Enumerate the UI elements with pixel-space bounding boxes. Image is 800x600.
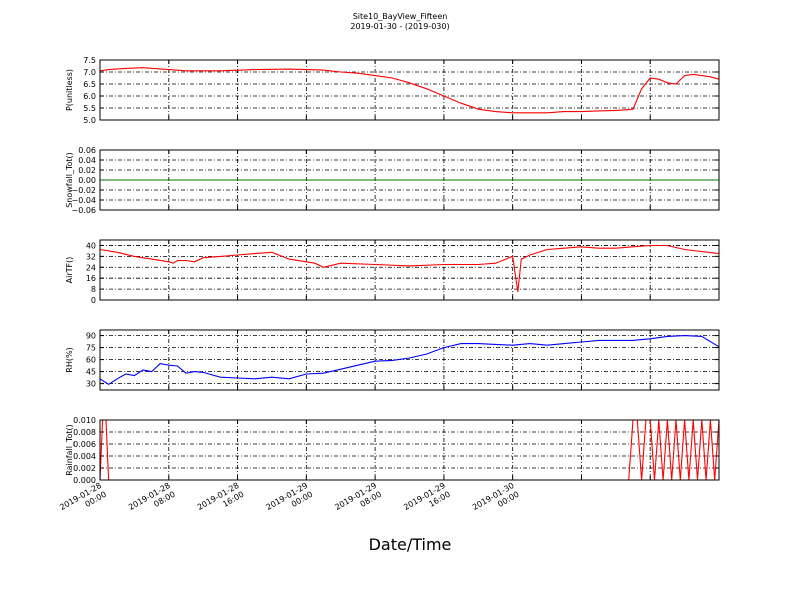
y-tick-label: 90 bbox=[86, 332, 96, 341]
y-tick-label: 7.0 bbox=[83, 68, 96, 77]
y-tick-label: 0.002 bbox=[73, 464, 96, 473]
panel-5: 0.000 0.002 0.004 0.006 0.008 0.010Rainfall_T… bbox=[65, 416, 720, 485]
chart-title: Site10_BayView_Fifteen bbox=[353, 12, 448, 21]
x-axis-title: Date/Time bbox=[369, 535, 452, 554]
y-tick-label: 6.0 bbox=[83, 92, 96, 101]
panel-frame bbox=[99, 329, 720, 391]
panel-frame bbox=[99, 419, 720, 481]
y-tick-label: 60 bbox=[86, 356, 96, 365]
panel-1: 5.0 5.5 6.0 6.5 7.0 7.5 P(unitless) bbox=[65, 56, 720, 125]
y-tick-label: 6.5 bbox=[83, 80, 96, 89]
y-axis-label: AirTF() bbox=[65, 257, 74, 284]
chart-subtitle: 2019-01-30 - (2019-030) bbox=[350, 22, 449, 31]
panels: 5.0 5.5 6.0 6.5 7.0 7.5 P(unitless) −0.06−0.04−… bbox=[65, 56, 720, 485]
series-line-4 bbox=[99, 335, 720, 386]
y-axis-label: Rainfall_Tot() bbox=[65, 424, 74, 476]
y-tick-label: 0.004 bbox=[73, 452, 96, 461]
y-axis-label: RH(%) bbox=[65, 347, 74, 372]
y-tick-label: 0.00 bbox=[78, 176, 96, 185]
x-tick-label: 2019-01-2908:00 bbox=[333, 481, 383, 521]
series-line-3 bbox=[99, 244, 720, 292]
y-tick-label: 5.0 bbox=[83, 116, 96, 125]
y-tick-label: 24 bbox=[86, 263, 96, 272]
y-tick-label: 32 bbox=[86, 252, 96, 261]
x-tick-label: 2019-01-2900:00 bbox=[265, 481, 315, 521]
panel-frame bbox=[99, 59, 720, 121]
y-tick-label: 8 bbox=[91, 285, 96, 294]
y-tick-label: 7.5 bbox=[83, 56, 96, 65]
y-tick-label: −0.02 bbox=[71, 186, 96, 195]
x-tick-label: 2019-01-2816:00 bbox=[196, 481, 246, 521]
y-axis-label: P(unitless) bbox=[65, 69, 74, 111]
panel-3: 0 8 16 24 32 40 AirTF() bbox=[65, 239, 720, 305]
y-tick-label: −0.06 bbox=[71, 206, 96, 215]
y-tick-label: −0.04 bbox=[71, 196, 96, 205]
panel-4: 30 45 60 75 90 RH(%) bbox=[65, 329, 720, 391]
y-tick-label: 45 bbox=[86, 368, 96, 377]
y-tick-label: 0.010 bbox=[73, 416, 96, 425]
y-tick-label: 0.008 bbox=[73, 428, 96, 437]
y-tick-label: 30 bbox=[86, 380, 96, 389]
y-tick-label: 40 bbox=[86, 241, 96, 250]
series-line-1 bbox=[99, 67, 720, 114]
y-tick-label: 0.04 bbox=[78, 156, 96, 165]
y-tick-label: 0.006 bbox=[73, 440, 96, 449]
panel-frame bbox=[99, 239, 720, 301]
x-tick-label: 2019-01-2800:00 bbox=[58, 481, 108, 521]
y-tick-label: 0.000 bbox=[73, 476, 96, 485]
y-tick-label: 0.06 bbox=[78, 146, 96, 155]
panel-2: −0.06−0.04−0.020.000.020.040.06 Snowfall_… bbox=[65, 146, 720, 215]
series-line-5 bbox=[99, 419, 720, 481]
y-axis-label: Snowfall_Tot() bbox=[65, 152, 74, 208]
x-tick-label: 2019-01-3000:00 bbox=[471, 481, 521, 521]
y-tick-label: 16 bbox=[86, 274, 96, 283]
y-tick-label: 0 bbox=[91, 296, 96, 305]
y-tick-label: 5.5 bbox=[83, 104, 96, 113]
y-tick-label: 0.02 bbox=[78, 166, 96, 175]
y-tick-label: 75 bbox=[86, 344, 96, 353]
panel-frame bbox=[99, 149, 720, 211]
x-tick-labels: 2019-01-2800:00 2019-01-2808:00 2019-01-28… bbox=[58, 481, 521, 521]
x-tick-label: 2019-01-2916:00 bbox=[402, 481, 452, 521]
x-tick-label: 2019-01-2808:00 bbox=[127, 481, 177, 521]
